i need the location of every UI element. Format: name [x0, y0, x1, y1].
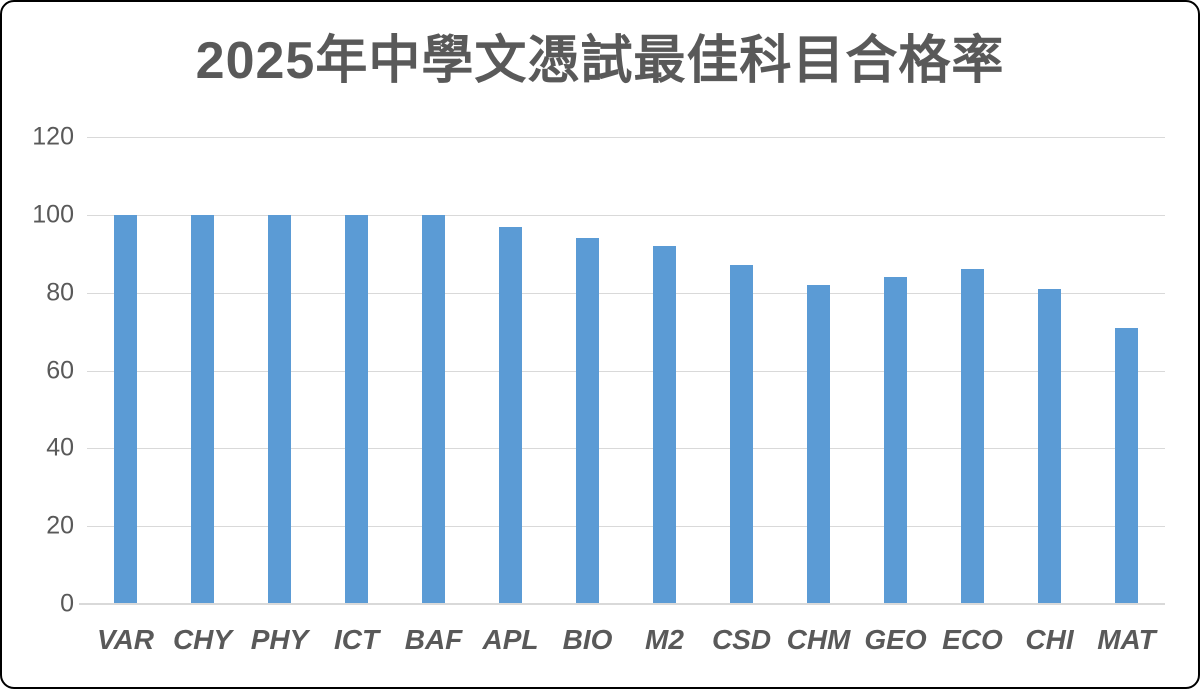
x-axis-label-chi: CHI — [1025, 624, 1074, 655]
bar-column-m2 — [626, 137, 703, 604]
gridline — [87, 292, 1165, 294]
bar-chm — [807, 284, 830, 604]
bar-column-mat — [1088, 137, 1165, 604]
bar-chy — [191, 214, 214, 604]
x-axis-labels: VAR CHY PHY ICT BAF APL BIO M2 CSD CHM GEO ECO CHI MA… — [87, 624, 1165, 656]
x-axis-label-baf: BAF — [404, 624, 463, 655]
bar-chi — [1038, 288, 1061, 604]
bar-var — [114, 214, 137, 604]
x-axis-label-bio: BIO — [562, 624, 613, 655]
plot-area — [79, 137, 1165, 605]
y-axis-tick-label: 0 — [60, 589, 74, 618]
bar-column-csd — [703, 137, 780, 604]
bar-csd — [730, 265, 753, 604]
y-axis-tick-label: 60 — [46, 356, 74, 384]
y-axis-tick-label: 120 — [32, 122, 74, 151]
bar-eco — [961, 269, 984, 604]
bar-column-chy — [164, 137, 241, 604]
x-axis-line — [79, 603, 1165, 605]
bar-column-apl — [472, 137, 549, 604]
bar-column-eco — [934, 137, 1011, 604]
bar-mat — [1115, 327, 1138, 604]
bars-row — [87, 137, 1165, 604]
bar-column-var — [87, 137, 164, 604]
y-axis-tick-label: 40 — [46, 433, 74, 462]
bar-geo — [884, 277, 907, 604]
x-axis-label-m2: M2 — [645, 624, 684, 655]
bar-column-chm — [780, 137, 857, 604]
bar-bio — [576, 238, 599, 604]
gridline — [87, 526, 1165, 528]
bar-column-bio — [549, 137, 626, 604]
chart-title: 2025年中學文憑試最佳科目合格率 — [195, 32, 1005, 90]
bar-ict — [345, 214, 368, 604]
bar-column-ict — [318, 137, 395, 604]
y-axis: 0 20 40 60 80 100 120 — [2, 2, 74, 687]
x-axis-label-chy: CHY — [172, 624, 233, 655]
bar-column-geo — [857, 137, 934, 604]
gridline — [87, 448, 1165, 450]
x-axis-label-chm: CHM — [786, 624, 851, 655]
bar-baf — [422, 214, 445, 604]
x-axis-label-ict: ICT — [333, 624, 380, 655]
y-axis-tick-label: 80 — [46, 278, 74, 307]
bar-phy — [268, 214, 291, 604]
x-axis-label-var: VAR — [96, 624, 155, 655]
bar-m2 — [653, 245, 676, 604]
y-axis-tick-label: 20 — [46, 511, 74, 540]
x-axis-label-eco: ECO — [942, 624, 1003, 655]
bar-apl — [499, 226, 522, 604]
x-axis-label-mat: MAT — [1097, 624, 1156, 655]
gridline — [87, 370, 1165, 372]
x-axis-label-csd: CSD — [711, 624, 772, 655]
gridline — [87, 137, 1165, 138]
x-axis-label-apl: APL — [482, 624, 539, 655]
y-axis-tick-label: 100 — [32, 200, 74, 229]
gridline — [87, 214, 1165, 216]
bar-column-chi — [1011, 137, 1088, 604]
x-axis-label-phy: PHY — [250, 624, 309, 655]
bar-column-phy — [241, 137, 318, 604]
x-axis-label-geo: GEO — [864, 624, 927, 655]
bar-column-baf — [395, 137, 472, 604]
